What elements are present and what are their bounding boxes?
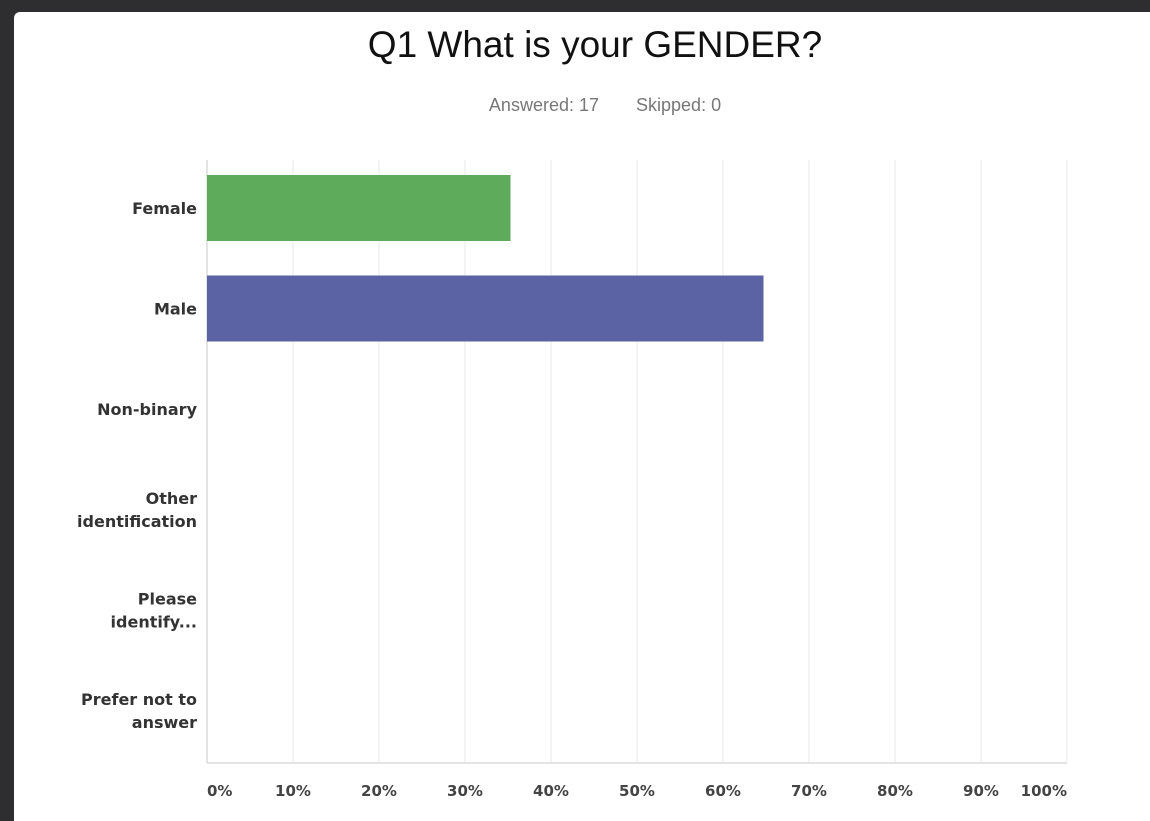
category-label: Male [154, 300, 197, 319]
answered-count: Answered: 17 [488, 95, 599, 115]
x-tick-label: 70% [791, 782, 827, 800]
category-label: Non-binary [97, 400, 197, 419]
x-tick-label: 90% [963, 782, 999, 800]
category-label: Please identify... [111, 590, 198, 632]
chart-title: Q1 What is your GENDER? [367, 24, 823, 65]
bar [207, 275, 764, 342]
response-stats: Answered: 17 Skipped: 0 [0, 95, 1150, 116]
x-tick-label: 50% [619, 782, 655, 800]
chart-panel [14, 12, 1150, 821]
x-tick-label: 40% [533, 782, 569, 800]
x-tick-label: 0% [207, 782, 232, 800]
x-tick-label: 20% [361, 782, 397, 800]
skipped-count: Skipped: 0 [636, 95, 722, 115]
x-tick-label: 60% [705, 782, 741, 800]
x-tick-label: 100% [1021, 782, 1067, 800]
x-tick-label: 30% [447, 782, 483, 800]
category-label: Other identification [77, 489, 197, 531]
bar [207, 175, 511, 241]
category-label: Prefer not to answer [81, 690, 197, 732]
category-label: Female [132, 199, 197, 218]
x-tick-label: 80% [877, 782, 913, 800]
x-tick-label: 10% [275, 782, 311, 800]
